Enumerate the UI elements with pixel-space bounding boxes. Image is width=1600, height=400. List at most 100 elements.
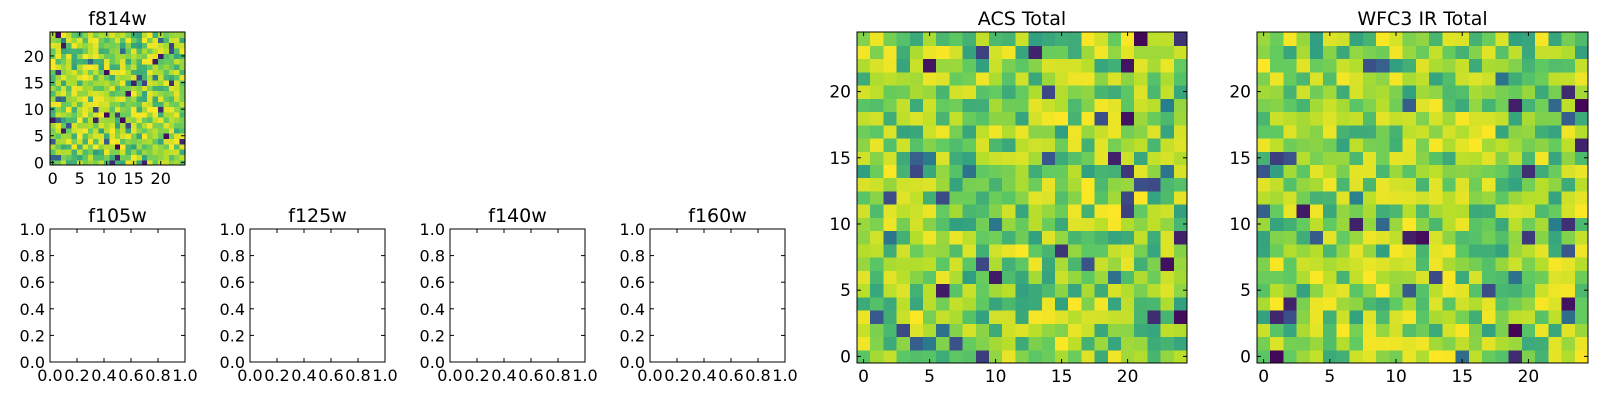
f814w-cell: [158, 47, 164, 54]
acs-total-cell: [896, 257, 911, 271]
wfc3-ir-total-cell: [1376, 323, 1390, 338]
wfc3-ir-total-cell: [1336, 45, 1351, 60]
wfc3-ir-total-cell: [1429, 230, 1443, 245]
f814w-cell: [131, 95, 137, 102]
f814w-cell: [87, 32, 94, 38]
wfc3-ir-total-cell: [1521, 217, 1536, 232]
f814w-cell: [82, 106, 89, 113]
f814w-cell: [163, 79, 170, 86]
wfc3-ir-total-cell: [1548, 137, 1563, 152]
f105w-y-tick-label: 0.8: [20, 247, 45, 266]
acs-total-cell: [1081, 283, 1096, 298]
f814w-cell: [87, 138, 94, 145]
acs-total-cell: [949, 310, 964, 324]
f814w-cell: [93, 53, 100, 60]
wfc3-ir-total-cell: [1296, 84, 1311, 99]
f814w-cell: [125, 133, 132, 139]
f814w-cell: [131, 47, 137, 54]
wfc3-ir-total-cell: [1349, 190, 1364, 205]
acs-total-cell: [1002, 349, 1016, 364]
f814w-cell: [55, 42, 62, 49]
wfc3-ir-total-cell: [1283, 230, 1298, 245]
f814w-cell: [141, 138, 148, 145]
f814w-cell: [131, 143, 137, 150]
f160w-y-tick-label: 0.4: [620, 300, 645, 319]
wfc3-ir-total-cell: [1535, 98, 1549, 113]
acs-total-cell: [1173, 190, 1188, 205]
wfc3-ir-total-cell: [1455, 164, 1470, 179]
f814w-cell: [104, 101, 110, 108]
wfc3-ir-total-cell: [1257, 137, 1271, 152]
wfc3-ir-total-cell: [1296, 137, 1311, 152]
wfc3-ir-total-cell: [1349, 71, 1364, 86]
wfc3-ir-total-cell: [1402, 204, 1417, 218]
f814w-cell: [141, 106, 148, 113]
f814w-cell: [114, 133, 121, 139]
wfc3-ir-total-cell: [1323, 164, 1338, 179]
acs-total-cell: [1094, 151, 1109, 165]
f814w-cell: [125, 101, 132, 108]
acs-total-cell: [936, 257, 950, 271]
wfc3-ir-total-cell: [1389, 58, 1404, 73]
acs-total-cell: [1068, 204, 1082, 218]
f814w-cell: [50, 95, 56, 102]
wfc3-ir-total-cell: [1455, 270, 1470, 285]
wfc3-ir-total-cell: [1508, 257, 1523, 271]
acs-total-cell: [1015, 230, 1030, 245]
wfc3-ir-total-cell: [1482, 270, 1496, 285]
acs-total-cell: [975, 137, 990, 152]
wfc3-ir-total-cell: [1468, 257, 1483, 271]
acs-total-cell: [883, 137, 898, 152]
wfc3-ir-total-cell: [1548, 257, 1563, 271]
acs-total-cell: [1068, 217, 1082, 232]
f814w-cell: [152, 37, 159, 44]
acs-total-cell: [1028, 151, 1043, 165]
f814w-cell: [125, 42, 132, 49]
wfc3-ir-total-cell: [1389, 217, 1404, 232]
f814w-cell: [174, 154, 181, 161]
wfc3-ir-total-cell: [1429, 190, 1443, 205]
acs-total-cell: [1147, 124, 1162, 139]
acs-total-cell: [909, 257, 924, 271]
wfc3-ir-total-cell: [1561, 336, 1576, 351]
wfc3-ir-total-cell: [1270, 124, 1285, 139]
f814w-cell: [141, 42, 148, 49]
f814w-cell: [77, 133, 83, 139]
acs-total-cell: [870, 310, 884, 324]
wfc3-ir-total-x-tick-label: 20: [1518, 367, 1540, 387]
f814w-cell: [60, 111, 67, 118]
f814w-cell: [50, 111, 56, 118]
wfc3-ir-total-cell: [1561, 111, 1576, 126]
f814w-cell: [55, 32, 62, 38]
wfc3-ir-total-cell: [1270, 137, 1285, 152]
acs-total-cell: [1121, 124, 1135, 139]
acs-total-cell: [1055, 204, 1069, 218]
f814w-cell: [50, 101, 56, 108]
f814w-cell: [136, 90, 143, 97]
wfc3-ir-total-cell: [1257, 164, 1271, 179]
f814w-cell: [125, 122, 132, 129]
wfc3-ir-total-cell: [1482, 164, 1496, 179]
wfc3-ir-total-cell: [1336, 164, 1351, 179]
acs-total-cell: [1173, 164, 1188, 179]
f814w-cell: [82, 143, 89, 150]
f160w-y-tick-label: 1.0: [620, 220, 645, 239]
wfc3-ir-total-cell: [1468, 177, 1483, 192]
wfc3-ir-total-cell: [1389, 32, 1404, 46]
acs-total-cell: [989, 71, 1003, 86]
wfc3-ir-total-cell: [1574, 310, 1589, 324]
wfc3-ir-total-cell: [1309, 230, 1324, 245]
wfc3-ir-total-cell: [1535, 45, 1549, 60]
f105w-x-tick-label: 0.4: [91, 366, 116, 385]
f814w-cell: [131, 63, 137, 70]
f814w-cell: [77, 111, 83, 118]
acs-total-cell: [1041, 177, 1056, 192]
acs-total-cell: [989, 98, 1003, 113]
acs-total-cell: [989, 32, 1003, 46]
wfc3-ir-total-cell: [1349, 243, 1364, 258]
f814w-cell: [66, 122, 73, 129]
wfc3-ir-total-cell: [1389, 349, 1404, 364]
acs-total-cell: [962, 310, 977, 324]
wfc3-ir-total-cell: [1561, 270, 1576, 285]
wfc3-ir-total-cell: [1415, 190, 1430, 205]
